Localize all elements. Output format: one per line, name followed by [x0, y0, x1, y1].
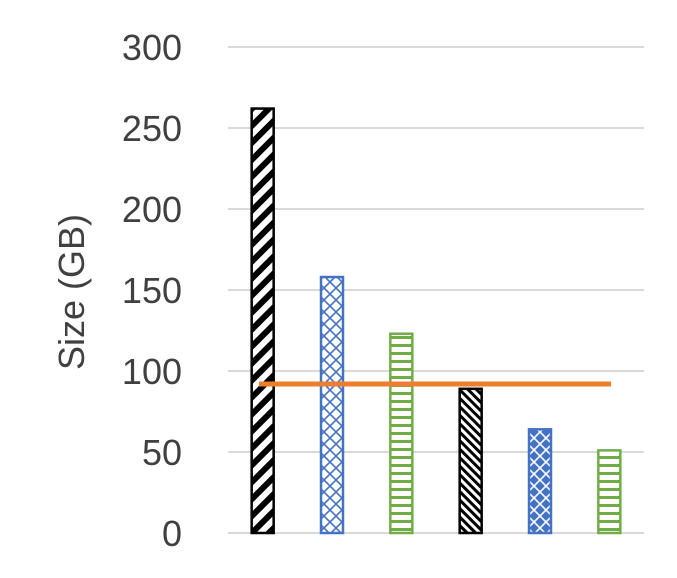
- bar-6: [597, 449, 622, 535]
- bar-2: [319, 275, 345, 535]
- bar-5: [527, 428, 553, 535]
- y-tick-label: 0: [162, 513, 182, 554]
- y-tick-label: 100: [122, 351, 182, 392]
- gridlines: [228, 46, 644, 534]
- bar-3: [389, 332, 414, 535]
- y-tick-label: 250: [122, 108, 182, 149]
- y-tick-label: 50: [142, 432, 182, 473]
- y-axis-ticks: 0 50 100 150 200 250 300: [122, 27, 182, 554]
- y-axis-title: Size (GB): [51, 214, 92, 370]
- y-tick-label: 200: [122, 189, 182, 230]
- bars: [250, 107, 622, 535]
- bar-1: [250, 107, 275, 535]
- y-tick-label: 150: [122, 270, 182, 311]
- y-tick-label: 300: [122, 27, 182, 68]
- bar-4: [458, 387, 483, 535]
